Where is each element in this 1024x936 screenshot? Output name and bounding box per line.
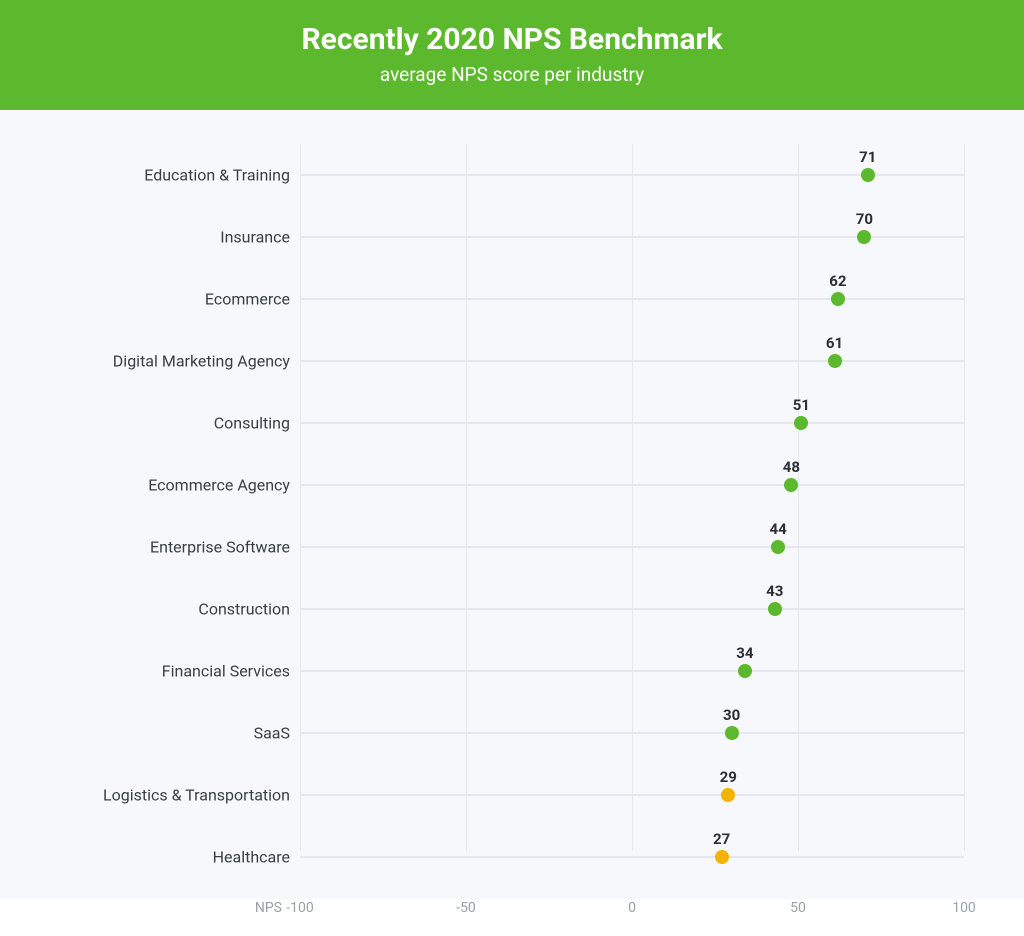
row-label: Logistics & Transportation — [103, 786, 290, 805]
data-point-dot — [861, 168, 875, 182]
row-label: Insurance — [220, 228, 290, 247]
data-point-dot — [831, 292, 845, 306]
chart-title: Recently 2020 NPS Benchmark — [0, 22, 1024, 57]
chart-row: Insurance 70 — [0, 206, 1024, 268]
data-point-dot — [771, 540, 785, 554]
chart-plot-area: Education & Training 71 Insurance 70 Ecommer… — [0, 110, 1024, 899]
row-label: Education & Training — [144, 166, 290, 185]
data-point-dot — [721, 788, 735, 802]
x-axis-ticks: -100-50050100 — [300, 888, 964, 936]
data-point-value: 27 — [713, 830, 730, 848]
chart-row: Digital Marketing Agency 61 — [0, 330, 1024, 392]
x-axis-tick-label: -100 — [286, 900, 313, 916]
row-track: 70 — [300, 236, 964, 238]
row-track: 30 — [300, 732, 964, 734]
chart-row: Education & Training 71 — [0, 144, 1024, 206]
row-label: Construction — [198, 600, 290, 619]
chart-row: Construction 43 — [0, 578, 1024, 640]
chart-row: Ecommerce Agency 48 — [0, 454, 1024, 516]
x-axis-tick-label: 50 — [790, 900, 806, 916]
row-label: SaaS — [254, 724, 290, 743]
data-point-value: 44 — [769, 520, 786, 538]
row-track: 43 — [300, 608, 964, 610]
chart-row: Logistics & Transportation 29 — [0, 764, 1024, 826]
row-label: Financial Services — [162, 662, 290, 681]
data-point-value: 43 — [766, 582, 783, 600]
data-point-value: 30 — [723, 706, 740, 724]
chart-row: SaaS 30 — [0, 702, 1024, 764]
row-label: Ecommerce — [205, 290, 290, 309]
row-track: 51 — [300, 422, 964, 424]
x-axis-tick-label: 100 — [952, 900, 976, 916]
chart-row: Healthcare 27 — [0, 826, 1024, 888]
row-label: Healthcare — [213, 848, 290, 867]
data-point-value: 61 — [826, 334, 843, 352]
row-track: 29 — [300, 794, 964, 796]
data-point-dot — [828, 354, 842, 368]
row-label: Consulting — [214, 414, 290, 433]
data-point-value: 70 — [856, 210, 873, 228]
row-track: 34 — [300, 670, 964, 672]
row-label: Digital Marketing Agency — [113, 352, 290, 371]
row-track: 44 — [300, 546, 964, 548]
row-label: Enterprise Software — [150, 538, 290, 557]
chart-rows: Education & Training 71 Insurance 70 Ecommer… — [0, 144, 1024, 888]
data-point-dot — [794, 416, 808, 430]
x-axis: NPS-100 -50 0 50 100 — [0, 888, 1024, 936]
row-track: 62 — [300, 298, 964, 300]
chart-header: Recently 2020 NPS Benchmark average NPS … — [0, 0, 1024, 110]
chart-row: Financial Services 34 — [0, 640, 1024, 702]
data-point-value: 34 — [736, 644, 753, 662]
chart-row: Ecommerce 62 — [0, 268, 1024, 330]
chart-subtitle: average NPS score per industry — [0, 63, 1024, 86]
chart-row: Enterprise Software 44 — [0, 516, 1024, 578]
row-label: Ecommerce Agency — [148, 476, 290, 495]
data-point-value: 48 — [783, 458, 800, 476]
x-axis-tick-label: 0 — [628, 900, 636, 916]
data-point-value: 51 — [793, 396, 810, 414]
data-point-dot — [768, 602, 782, 616]
x-axis-title: NPS — [255, 900, 282, 916]
data-point-value: 29 — [720, 768, 737, 786]
data-point-dot — [857, 230, 871, 244]
data-point-dot — [738, 664, 752, 678]
row-track: 61 — [300, 360, 964, 362]
row-track: 71 — [300, 174, 964, 176]
data-point-dot — [715, 850, 729, 864]
chart-row: Consulting 51 — [0, 392, 1024, 454]
row-track: 27 — [300, 856, 964, 858]
x-axis-tick-label: -50 — [456, 900, 476, 916]
data-point-value: 62 — [829, 272, 846, 290]
data-point-value: 71 — [859, 148, 876, 166]
data-point-dot — [784, 478, 798, 492]
data-point-dot — [725, 726, 739, 740]
row-track: 48 — [300, 484, 964, 486]
